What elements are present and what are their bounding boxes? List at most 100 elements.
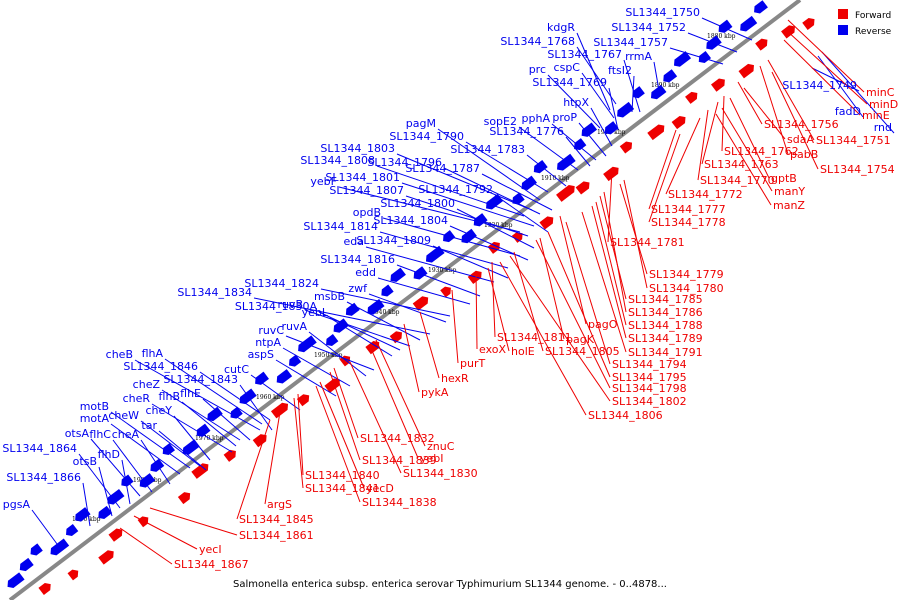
gene-label-forward[interactable]: SL1344_1770 [700,174,775,187]
gene-feature[interactable] [521,175,537,191]
gene-feature[interactable] [296,394,310,407]
gene-label-forward[interactable]: SL1344_1861 [239,529,314,542]
gene-label-reverse[interactable]: SL1344_1834 [177,286,252,299]
gene-feature[interactable] [162,443,175,456]
gene-feature[interactable] [38,582,51,595]
gene-feature[interactable] [108,528,123,542]
gene-label-reverse[interactable]: cheW [108,409,139,422]
gene-feature[interactable] [632,86,645,99]
gene-feature[interactable] [98,550,114,565]
gene-label-forward[interactable]: manZ [773,199,805,212]
gene-label-reverse[interactable]: rrmA [625,50,652,63]
gene-label-reverse[interactable]: kdgR [547,21,575,34]
gene-label-forward[interactable]: minD [869,98,898,111]
gene-label-reverse[interactable]: htpX [563,96,589,109]
gene-label-forward[interactable]: SL1344_1756 [764,118,839,131]
gene-label-forward[interactable]: SL1344_1867 [174,558,249,571]
gene-feature[interactable] [512,192,525,205]
gene-feature[interactable] [67,569,79,581]
gene-feature[interactable] [98,505,113,520]
gene-label-reverse[interactable]: otsA [65,427,90,440]
gene-feature[interactable] [270,402,289,419]
gene-feature[interactable] [196,423,211,437]
gene-label-forward[interactable]: SL1344_1839 [362,454,437,467]
gene-feature[interactable] [425,245,445,263]
gene-feature[interactable] [539,216,554,230]
gene-feature[interactable] [663,69,678,83]
gene-label-forward[interactable]: znuC [427,440,455,453]
gene-feature[interactable] [177,492,191,505]
gene-feature[interactable] [7,572,25,588]
gene-label-reverse[interactable]: pgsA [3,498,31,511]
gene-label-reverse[interactable]: cheB [106,348,133,361]
gene-feature[interactable] [326,334,339,347]
gene-feature[interactable] [107,488,125,505]
gene-label-forward[interactable]: SL1344_1762 [724,145,799,158]
gene-label-forward[interactable]: SL1344_1780 [649,282,724,295]
gene-label-reverse[interactable]: yebL [302,306,329,319]
gene-label-reverse[interactable]: SL1344_1830A [235,300,318,313]
gene-label-reverse[interactable]: yebF [310,175,337,188]
gene-feature[interactable] [574,138,587,151]
gene-label-reverse[interactable]: SL1344_1767 [547,48,622,61]
gene-label-reverse[interactable]: SL1344_1769 [532,76,607,89]
gene-label-reverse[interactable]: tar [141,419,157,432]
gene-label-forward[interactable]: pagO [588,318,618,331]
gene-label-forward[interactable]: minE [862,109,890,122]
gene-label-reverse[interactable]: ruvA [281,320,307,333]
gene-feature[interactable] [367,298,385,315]
gene-label-reverse[interactable]: proP [552,111,577,124]
gene-feature[interactable] [223,449,236,462]
gene-feature[interactable] [182,439,200,455]
gene-feature[interactable] [619,141,633,154]
gene-label-forward[interactable]: purT [460,357,485,370]
gene-feature[interactable] [473,213,488,227]
gene-label-reverse[interactable]: SL1344_1864 [2,442,77,455]
gene-label-forward[interactable]: manY [774,185,805,198]
gene-feature[interactable] [706,35,722,50]
gene-label-reverse[interactable]: fadD [835,105,861,118]
gene-label-reverse[interactable]: otsB [73,455,97,468]
gene-feature[interactable] [389,331,402,344]
gene-label-forward[interactable]: SL1344_1811 [497,331,572,344]
gene-label-forward[interactable]: SL1344_1785 [628,293,703,306]
gene-label-reverse[interactable]: flhD [98,448,120,461]
gene-label-reverse[interactable]: cspC [554,61,581,74]
gene-label-reverse[interactable]: ftsI2 [608,64,632,77]
gene-label-forward[interactable]: SL1344_1777 [651,203,726,216]
gene-label-reverse[interactable]: SL1344_1804 [373,214,448,227]
gene-label-reverse[interactable]: edd [355,266,376,279]
gene-label-forward[interactable]: SL1344_1840 [305,469,380,482]
gene-label-forward[interactable]: gptB [771,172,797,185]
gene-label-reverse[interactable]: prc [529,63,546,76]
gene-label-reverse[interactable]: aspS [248,348,274,361]
gene-label-reverse[interactable]: SL1344_1803 [320,142,395,155]
gene-label-reverse[interactable]: flhA [142,347,164,360]
gene-label-forward[interactable]: yecI [199,543,222,556]
gene-feature[interactable] [288,354,302,367]
gene-label-reverse[interactable]: SL1344_1796 [367,156,442,169]
gene-feature[interactable] [740,15,758,32]
gene-feature[interactable] [671,115,686,130]
gene-feature[interactable] [685,91,698,104]
gene-feature[interactable] [390,267,406,283]
gene-feature[interactable] [650,84,667,100]
gene-label-reverse[interactable]: opdB [353,206,381,219]
gene-feature[interactable] [255,371,269,385]
gene-label-reverse[interactable]: SL1344_1800 [380,197,455,210]
gene-label-reverse[interactable]: SL1344_1846 [123,360,198,373]
gene-feature[interactable] [345,302,360,316]
gene-label-reverse[interactable]: SL1344_1807 [329,184,404,197]
gene-label-forward[interactable]: exoX [479,343,506,356]
gene-label-reverse[interactable]: SL1344_1783 [450,143,525,156]
gene-label-reverse[interactable]: SL1344_1757 [593,36,668,49]
gene-label-reverse[interactable]: msbB [314,290,345,303]
gene-feature[interactable] [557,153,576,171]
gene-feature[interactable] [139,473,156,488]
gene-label-reverse[interactable]: zwf [348,282,368,295]
gene-feature[interactable] [556,185,575,202]
gene-label-forward[interactable]: SL1344_1754 [820,163,895,176]
gene-label-reverse[interactable]: SL1344_1787 [405,162,480,175]
gene-label-reverse[interactable]: cheA [112,428,140,441]
gene-feature[interactable] [755,38,768,51]
